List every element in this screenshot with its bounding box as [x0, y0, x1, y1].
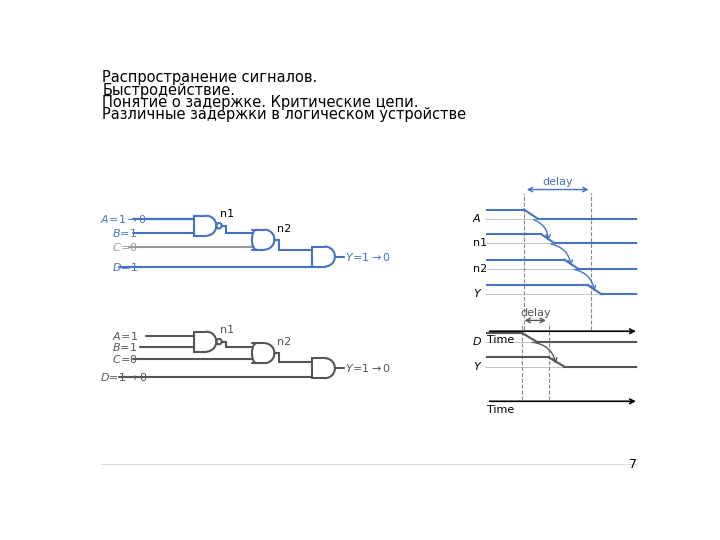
- Text: Y: Y: [473, 362, 480, 372]
- Text: n2: n2: [276, 224, 291, 234]
- Text: Различные задержки в логическом устройстве: Различные задержки в логическом устройст…: [102, 107, 467, 122]
- Text: $C\!=\!0$: $C\!=\!0$: [112, 353, 138, 365]
- Text: Time: Time: [487, 335, 514, 345]
- Text: $Y\!=\!1{\rightarrow}0$: $Y\!=\!1{\rightarrow}0$: [345, 251, 391, 262]
- Text: n1: n1: [220, 325, 234, 335]
- Text: Распространение сигналов.: Распространение сигналов.: [102, 70, 318, 85]
- Text: n1: n1: [220, 209, 234, 219]
- Text: delay: delay: [520, 308, 551, 318]
- Text: $C\!=\!0$: $C\!=\!0$: [112, 240, 138, 253]
- Text: 7: 7: [629, 458, 637, 471]
- Text: delay: delay: [542, 177, 573, 187]
- Text: $A\!=\!1$: $A\!=\!1$: [112, 330, 138, 342]
- Text: Time: Time: [487, 405, 514, 415]
- Text: Понятие о задержке. Критические цепи.: Понятие о задержке. Критические цепи.: [102, 95, 419, 110]
- Text: $B\!=\!1$: $B\!=\!1$: [112, 227, 138, 239]
- Text: $D\!=\!1{\rightarrow}0$: $D\!=\!1{\rightarrow}0$: [100, 372, 148, 383]
- Text: Y: Y: [473, 289, 480, 299]
- Text: $A\!=\!1{\rightarrow}0$: $A\!=\!1{\rightarrow}0$: [100, 213, 148, 225]
- Text: n1: n1: [473, 239, 487, 248]
- Text: $Y\!=\!1{\rightarrow}0$: $Y\!=\!1{\rightarrow}0$: [345, 362, 391, 374]
- Text: n2: n2: [276, 338, 291, 347]
- Text: D: D: [473, 337, 482, 347]
- Text: A: A: [473, 214, 480, 224]
- Text: $B\!=\!1$: $B\!=\!1$: [112, 341, 138, 353]
- Text: $D\!=\!1$: $D\!=\!1$: [112, 260, 138, 273]
- Text: Быстродействие.: Быстродействие.: [102, 83, 235, 98]
- Text: n2: n2: [473, 264, 487, 274]
